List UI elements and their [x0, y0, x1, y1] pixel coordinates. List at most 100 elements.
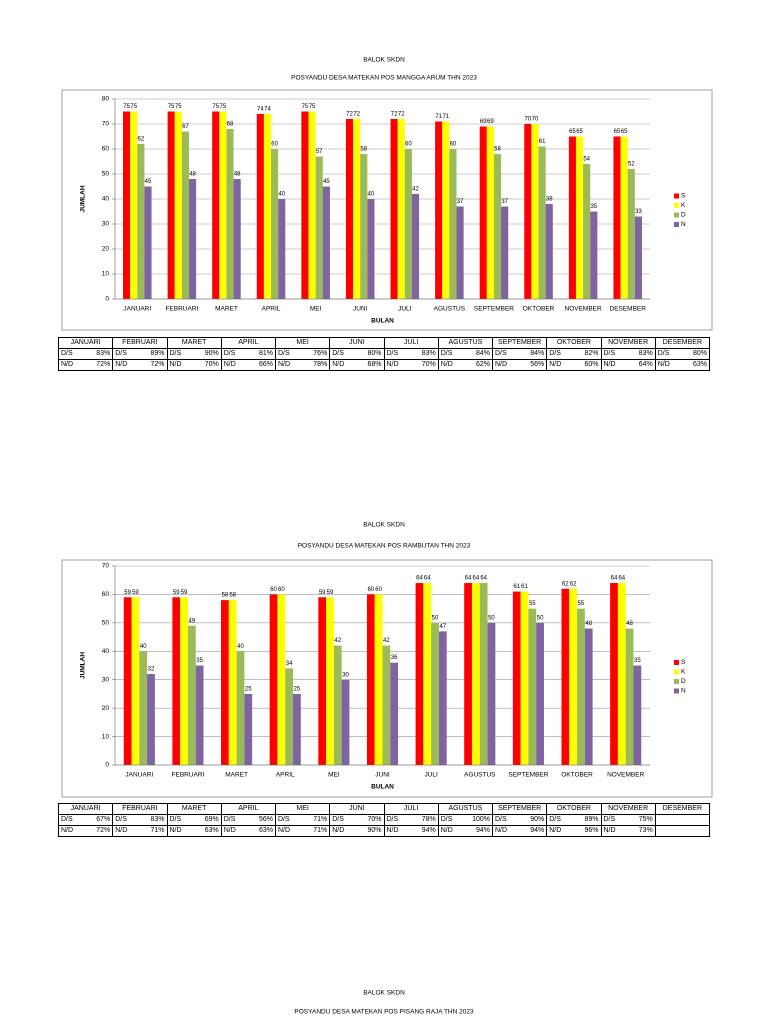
- ratio-value: 73%: [628, 825, 656, 837]
- ratio-label: D/S: [57, 814, 86, 826]
- ratio-value: 72%: [85, 825, 114, 837]
- y-tick-label: 60: [102, 146, 110, 153]
- data-label: 61: [513, 584, 520, 590]
- ratio-value: 66%: [248, 359, 277, 371]
- ratio-value: 80%: [682, 348, 711, 360]
- bar: [575, 136, 584, 299]
- bar: [411, 194, 420, 299]
- legend-swatch: [674, 679, 679, 684]
- ratio-label: N/D: [654, 359, 683, 371]
- data-label: 75: [123, 104, 130, 110]
- data-label: 71: [442, 114, 449, 120]
- data-label: 68: [227, 122, 234, 128]
- bar: [269, 594, 278, 765]
- data-label: 75: [130, 104, 137, 110]
- data-label: 59: [327, 590, 334, 596]
- x-tick-label: JULI: [424, 772, 438, 779]
- y-tick-label: 40: [102, 648, 110, 655]
- bar: [634, 216, 642, 299]
- bar: [181, 131, 190, 299]
- x-tick-label: MARET: [225, 772, 248, 779]
- data-label: 48: [585, 621, 592, 627]
- data-label: 75: [168, 104, 175, 110]
- chart-title: POSYANDU DESA MATEKAN POS MANGGA ARUM TH…: [291, 75, 477, 82]
- ratio-value: 78%: [411, 814, 439, 826]
- bar: [263, 114, 272, 299]
- data-label: 30: [342, 672, 349, 678]
- ratio-value: 94%: [411, 825, 439, 837]
- x-tick-label: FEBRUARI: [172, 772, 205, 779]
- data-label: 65: [576, 129, 583, 135]
- ratio-value: 69%: [194, 814, 222, 826]
- ratio-value: 81%: [248, 348, 277, 360]
- x-axis-label: BULAN: [371, 318, 394, 325]
- bar: [464, 583, 472, 765]
- month-header: OKTOBER: [546, 803, 602, 815]
- ratio-value: 83%: [411, 348, 439, 360]
- data-label: 59: [181, 590, 188, 596]
- bar: [524, 124, 532, 299]
- data-label: 42: [334, 638, 341, 644]
- data-label: 49: [189, 618, 196, 624]
- month-header: AGUSTUS: [437, 803, 494, 815]
- ratio-label: N/D: [383, 825, 412, 837]
- ratio-value: 72%: [139, 359, 168, 371]
- data-label: 58: [229, 593, 236, 599]
- bar: [590, 211, 598, 299]
- bar: [228, 600, 237, 765]
- bar: [431, 622, 439, 765]
- bar: [479, 583, 488, 765]
- data-label: 75: [175, 104, 182, 110]
- x-tick-label: MARET: [215, 306, 238, 313]
- bar: [390, 119, 398, 299]
- bar: [366, 594, 375, 765]
- month-header: JUNI: [329, 803, 385, 815]
- y-tick-label: 30: [102, 221, 110, 228]
- ratio-label: N/D: [112, 825, 140, 837]
- ratio-value: 67%: [85, 814, 114, 826]
- ratio-label: N/D: [437, 825, 466, 837]
- ratio-label: D/S: [600, 348, 629, 360]
- data-label: 64: [473, 576, 480, 582]
- x-tick-label: MEI: [310, 306, 322, 313]
- ratio-value: 71%: [302, 825, 331, 837]
- data-label: 48: [626, 621, 633, 627]
- y-tick-label: 20: [102, 246, 110, 253]
- ratio-label: D/S: [220, 348, 249, 360]
- bar: [326, 597, 334, 765]
- ratio-value: 63%: [248, 825, 277, 837]
- data-label: 60: [450, 142, 457, 148]
- ratio-value: 60%: [573, 359, 602, 371]
- data-label: 52: [628, 162, 635, 168]
- bar: [520, 591, 529, 765]
- ratio-label: N/D: [274, 359, 303, 371]
- y-tick-label: 30: [102, 676, 110, 683]
- data-label: 70: [532, 117, 539, 123]
- bar: [479, 126, 487, 299]
- bar: [583, 164, 591, 299]
- bar: [195, 665, 204, 765]
- bar: [613, 136, 621, 299]
- data-label: 38: [546, 197, 553, 203]
- ratio-label: N/D: [274, 825, 303, 837]
- ratio-value: 62%: [465, 359, 494, 371]
- x-tick-label: JULI: [398, 306, 412, 313]
- x-tick-label: APRIL: [262, 306, 281, 313]
- data-label: 75: [220, 104, 227, 110]
- ratio-value: 64%: [628, 359, 656, 371]
- ratio-value: 94%: [465, 825, 494, 837]
- legend-label: S: [681, 193, 686, 200]
- ratio-value: 83%: [139, 814, 168, 826]
- bar: [256, 114, 264, 299]
- ratio-label: D/S: [437, 348, 466, 360]
- data-label: 48: [234, 172, 241, 178]
- bar: [584, 628, 593, 765]
- bar: [147, 674, 155, 765]
- month-header: OKTOBER: [546, 337, 602, 349]
- month-header: MEI: [274, 337, 331, 349]
- x-tick-label: NOVEMBER: [607, 772, 645, 779]
- data-label: 40: [140, 644, 147, 650]
- bar: [139, 651, 148, 765]
- x-tick-label: AGUSTUS: [434, 306, 466, 313]
- bar: [397, 119, 405, 299]
